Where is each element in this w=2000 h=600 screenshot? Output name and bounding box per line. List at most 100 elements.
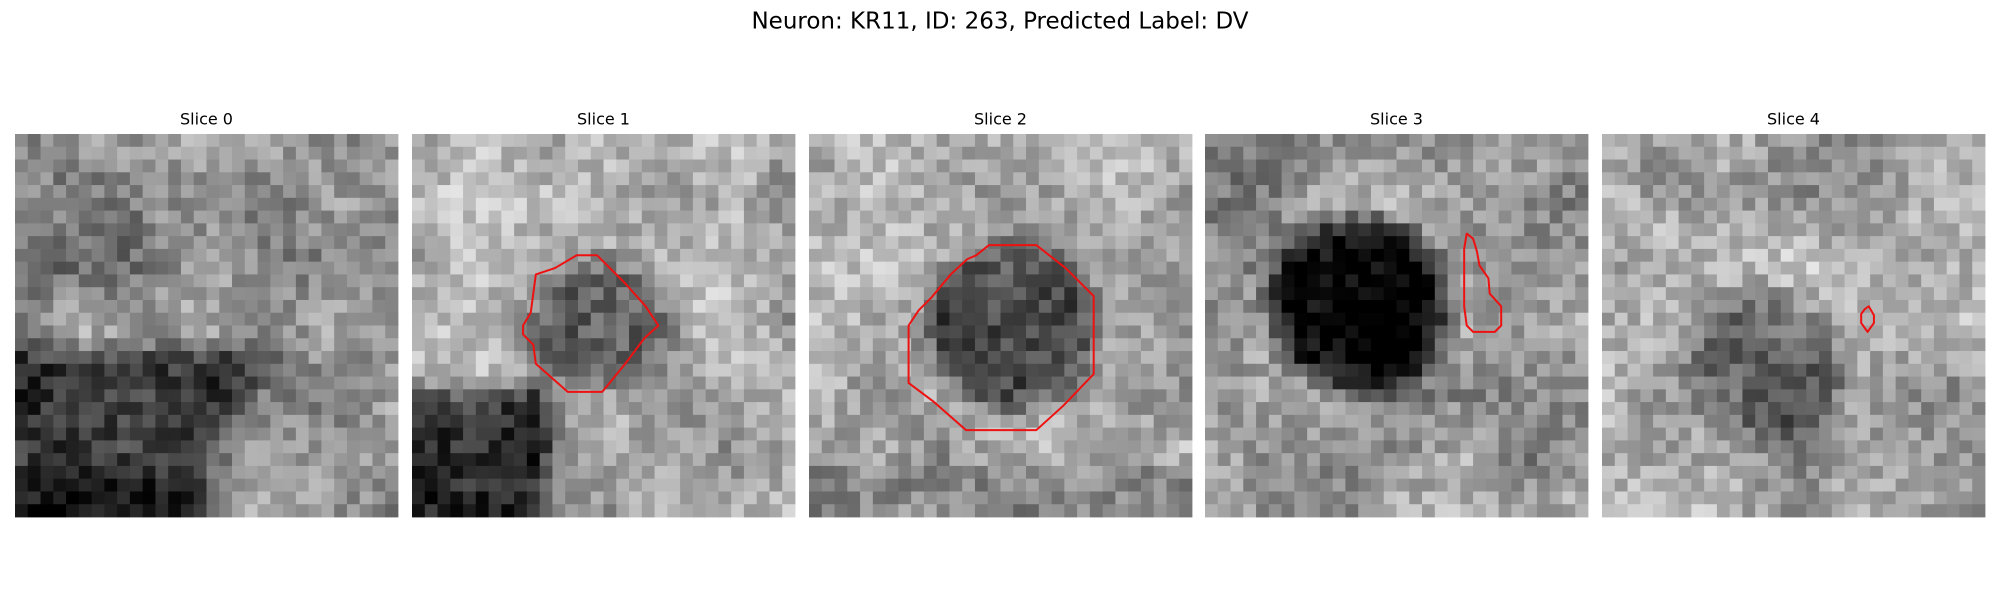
pixel: [78, 351, 92, 365]
pixel: [129, 210, 144, 224]
pixel: [872, 299, 886, 314]
pixel: [1614, 261, 1628, 275]
pixel: [1806, 414, 1820, 429]
pixel: [1256, 325, 1270, 339]
pixel: [731, 389, 745, 403]
pixel: [295, 210, 310, 224]
pixel: [295, 478, 310, 492]
pixel: [1870, 465, 1884, 480]
pixel: [1332, 236, 1346, 250]
pixel: [450, 248, 464, 263]
pixel: [1332, 197, 1346, 211]
pixel: [412, 376, 426, 390]
pixel: [1933, 185, 1948, 199]
pixel: [1115, 440, 1129, 454]
pixel: [1755, 440, 1769, 454]
pixel: [1358, 299, 1372, 314]
pixel: [834, 414, 848, 429]
pixel: [1205, 146, 1219, 160]
pixel: [1498, 491, 1512, 505]
panel-title: Slice 0: [180, 110, 233, 129]
pixel: [1767, 338, 1782, 352]
pixel: [1166, 210, 1180, 224]
pixel: [1857, 159, 1871, 173]
pixel: [1691, 223, 1705, 237]
pixel: [1640, 491, 1654, 505]
pixel: [142, 402, 156, 416]
pixel: [1908, 261, 1922, 275]
pixel: [769, 134, 783, 148]
pixel: [1332, 414, 1346, 429]
pixel: [526, 223, 541, 237]
pixel: [283, 389, 297, 403]
pixel: [1882, 504, 1897, 518]
pixel: [53, 223, 67, 237]
pixel: [372, 236, 386, 250]
pixel: [1767, 261, 1782, 275]
pixel: [680, 312, 694, 326]
pixel: [180, 236, 195, 250]
pixel: [654, 134, 668, 148]
pixel: [1422, 248, 1436, 263]
pixel: [936, 376, 950, 390]
pixel: [1102, 453, 1116, 467]
pixel: [308, 363, 322, 377]
pixel: [898, 210, 912, 224]
pixel: [847, 210, 861, 224]
pixel: [667, 363, 681, 377]
pixel: [743, 210, 758, 224]
pixel: [1358, 325, 1372, 339]
pixel: [769, 453, 783, 467]
pixel: [78, 223, 92, 237]
pixel: [565, 274, 579, 288]
pixel: [1819, 427, 1833, 441]
pixel: [692, 248, 707, 263]
pixel: [1166, 287, 1180, 301]
pixel: [654, 274, 668, 288]
pixel: [641, 338, 655, 352]
pixel: [1281, 223, 1295, 237]
pixel: [539, 376, 553, 390]
pixel: [1000, 299, 1014, 314]
pixel: [104, 223, 118, 237]
pixel: [1691, 248, 1705, 263]
pixel: [1742, 185, 1756, 199]
pixel: [450, 478, 464, 492]
pixel: [1396, 465, 1410, 480]
pixel: [1217, 248, 1231, 263]
pixel: [718, 478, 732, 492]
pixel: [117, 299, 131, 314]
pixel: [1089, 325, 1104, 339]
pixel: [180, 159, 195, 173]
pixel: [1026, 504, 1040, 518]
pixel: [412, 440, 426, 454]
pixel: [359, 402, 373, 416]
pixel: [514, 351, 528, 365]
pixel: [1332, 338, 1346, 352]
pixel: [923, 440, 938, 454]
pixel: [1767, 504, 1782, 518]
pixel: [1498, 427, 1512, 441]
pixel: [257, 134, 271, 148]
pixel: [782, 376, 796, 390]
pixel: [552, 299, 566, 314]
pixel: [641, 299, 655, 314]
pixel: [334, 363, 348, 377]
pixel: [885, 376, 899, 390]
pixel: [129, 363, 144, 377]
pixel: [1665, 299, 1679, 314]
pixel: [1051, 274, 1065, 288]
pixel: [667, 491, 681, 505]
pixel: [91, 427, 105, 441]
pixel: [616, 491, 630, 505]
pixel: [539, 491, 553, 505]
pixel: [1755, 197, 1769, 211]
pixel: [539, 274, 553, 288]
pixel: [872, 248, 886, 263]
pixel: [1294, 261, 1308, 275]
pixel: [359, 312, 373, 326]
pixel: [898, 491, 912, 505]
pixel: [1485, 338, 1500, 352]
pixel: [142, 274, 156, 288]
pixel: [1933, 287, 1948, 301]
